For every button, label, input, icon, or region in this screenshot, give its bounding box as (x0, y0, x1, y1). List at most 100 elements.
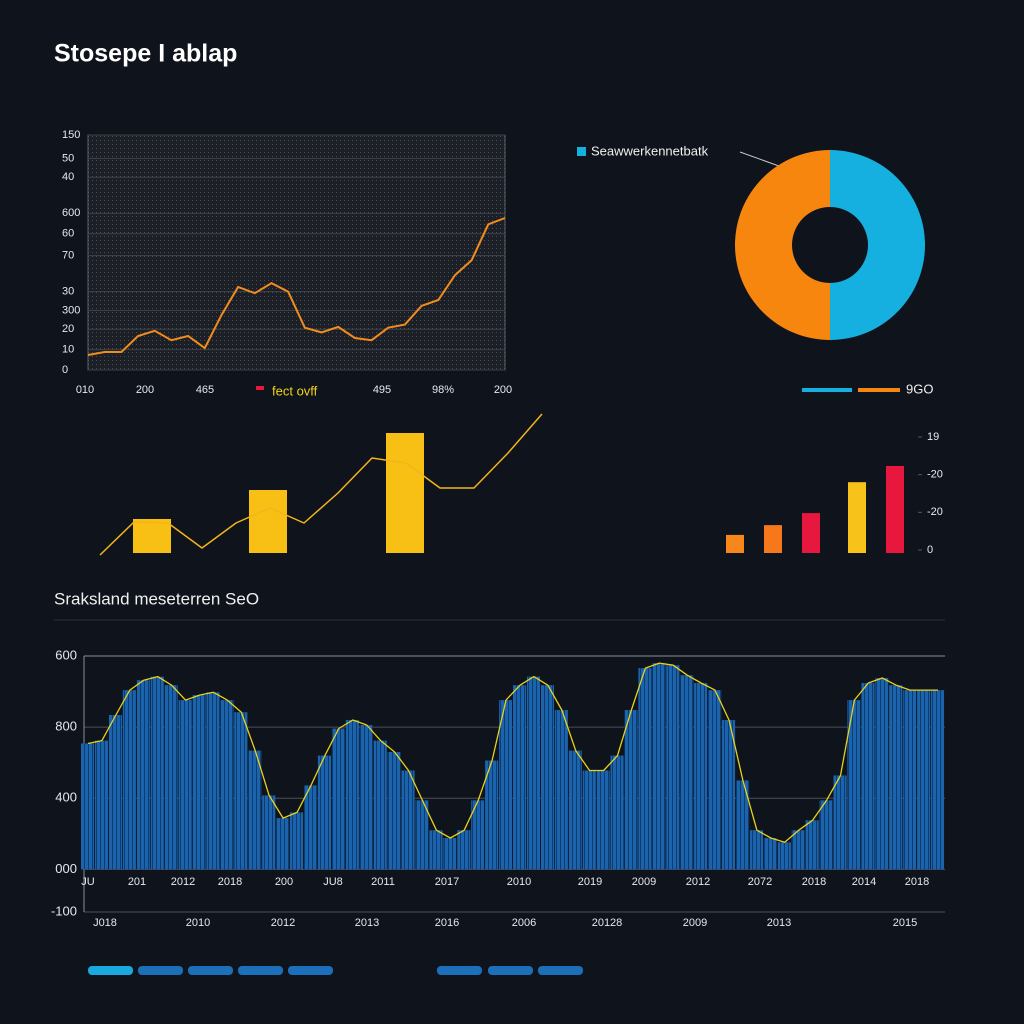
x-tick-label: JU (81, 876, 95, 888)
bar (596, 770, 610, 870)
bar (150, 676, 164, 870)
y-tick-label: 600 (62, 207, 80, 219)
x-tick-label: 2010 (186, 917, 210, 929)
legend-bar (802, 388, 852, 392)
bar (694, 683, 708, 870)
bar (847, 700, 861, 870)
y-tick-label: 300 (62, 304, 80, 316)
y-tick-label: 150 (62, 129, 80, 141)
bar (249, 490, 287, 553)
bar (540, 685, 554, 870)
bar (917, 690, 931, 870)
bar (108, 715, 122, 870)
x-tick-label: 495 (373, 384, 391, 396)
bar (624, 710, 638, 870)
bar (526, 676, 540, 870)
trend-line (87, 662, 938, 843)
x-tick-label: 2012 (271, 917, 295, 929)
bar (722, 720, 736, 870)
bar (81, 743, 95, 870)
line-series (87, 217, 506, 356)
bar (164, 685, 178, 870)
bar (95, 740, 109, 870)
legend-swatch (256, 386, 264, 390)
bar (652, 663, 666, 870)
bar (861, 683, 875, 870)
bar (666, 665, 680, 870)
page-title: Stosepe I ablap (54, 40, 237, 68)
bar (248, 750, 262, 870)
y-tick-label: 60 (62, 228, 74, 240)
bar (848, 482, 866, 553)
bar (471, 800, 485, 870)
section-title: Sraksland meseterren SeO (54, 589, 259, 608)
bar (262, 795, 276, 870)
pager-pill[interactable] (138, 966, 183, 975)
bar (680, 675, 694, 870)
pager-pill[interactable] (538, 966, 583, 975)
x-tick-label: J018 (93, 917, 117, 929)
legend-swatch (577, 147, 586, 156)
bar (726, 534, 744, 553)
y-tick-label: 20 (62, 323, 74, 335)
bar (457, 830, 471, 870)
x-tick-label: 2013 (767, 917, 791, 929)
y-tick-label: 19 (927, 431, 939, 443)
bar (359, 724, 373, 870)
pager-pill[interactable] (437, 966, 482, 975)
y-tick-label: 0 (927, 544, 933, 556)
bar (136, 680, 150, 870)
bar (931, 690, 945, 870)
bar (429, 830, 443, 870)
pager-pill[interactable] (88, 966, 133, 975)
bar (886, 465, 904, 553)
x-tick-label: 2018 (802, 876, 826, 888)
x-tick-label: 2012 (171, 876, 195, 888)
bar (889, 685, 903, 870)
bar (802, 513, 820, 553)
bar (122, 690, 136, 870)
pager-pill[interactable] (288, 966, 333, 975)
bar (415, 800, 429, 870)
bar (749, 830, 763, 870)
pager (88, 966, 583, 975)
x-tick-label: 2072 (748, 876, 772, 888)
x-tick-label: 20128 (592, 917, 623, 929)
x-tick-label: 2014 (852, 876, 876, 888)
x-tick-label: 465 (196, 384, 214, 396)
bar (387, 752, 401, 870)
bar (763, 838, 777, 870)
pager-pill[interactable] (488, 966, 533, 975)
x-tick-label: 2019 (578, 876, 602, 888)
legend-label: fect ovff (272, 383, 318, 398)
bar (304, 785, 318, 870)
bar (819, 800, 833, 870)
donut-slice (830, 150, 925, 340)
x-tick-label: 2010 (507, 876, 531, 888)
bar (791, 830, 805, 870)
x-tick-label: 2009 (683, 917, 707, 929)
x-tick-label: JU8 (323, 876, 343, 888)
bar (373, 740, 387, 870)
legend-label: Seawwerkennetbatk (591, 143, 709, 158)
bar (331, 728, 345, 870)
y-tick-label: -100 (51, 903, 77, 918)
pager-pill[interactable] (188, 966, 233, 975)
bar (736, 780, 750, 870)
x-tick-label: 2012 (686, 876, 710, 888)
trend-line (99, 413, 543, 556)
bar (220, 700, 234, 870)
y-tick-label: 70 (62, 250, 74, 262)
bar (610, 755, 624, 870)
bar (234, 712, 248, 870)
y-tick-label: 000 (55, 861, 77, 876)
y-tick-label: 0 (62, 364, 68, 376)
bar (554, 710, 568, 870)
pager-pill[interactable] (238, 966, 283, 975)
bar (805, 820, 819, 870)
bar (513, 685, 527, 870)
x-tick-label: 010 (76, 384, 94, 396)
bar (875, 678, 889, 870)
bar (638, 668, 652, 870)
